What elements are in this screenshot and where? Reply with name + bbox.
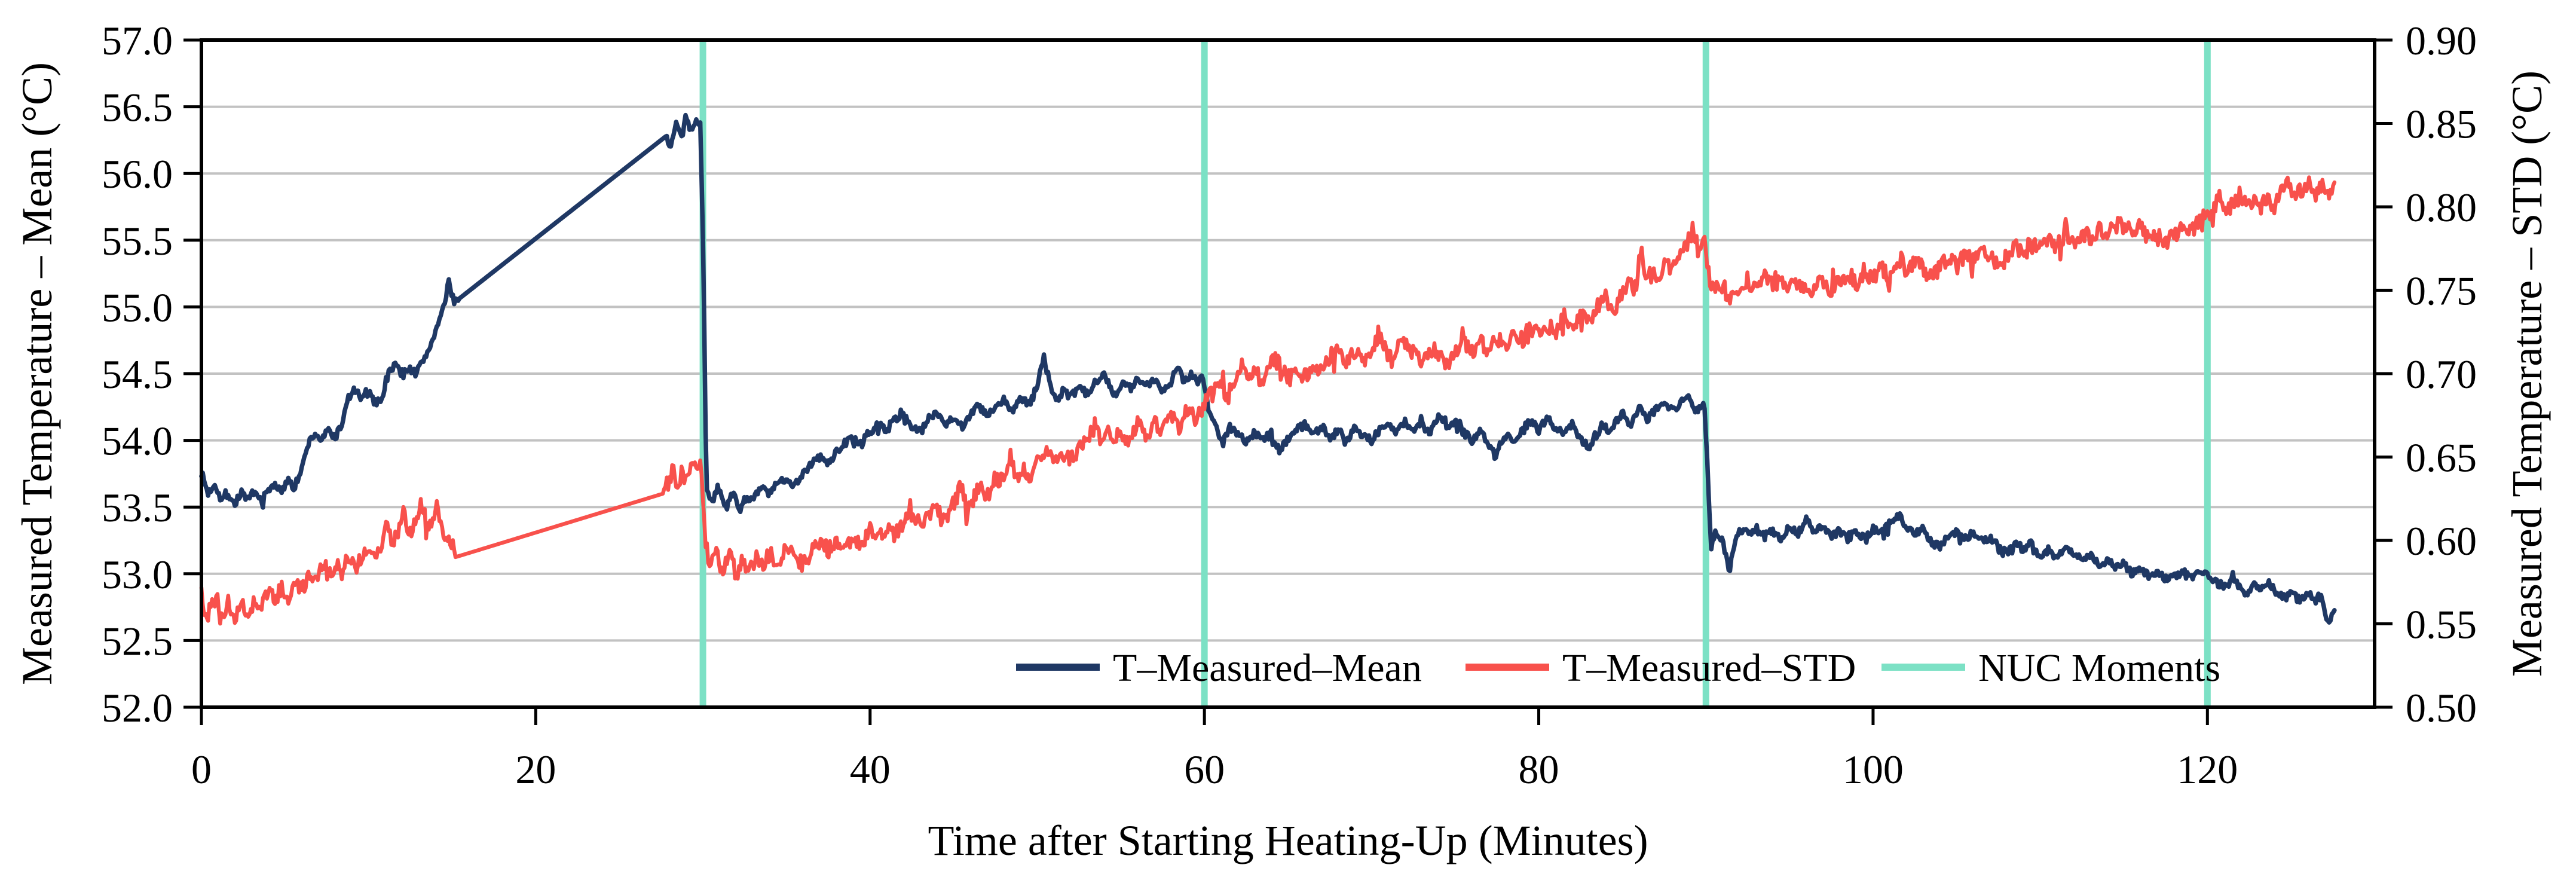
y-axis-left-tick-label: 52.5 — [102, 618, 173, 664]
legend-item-nuc: NUC Moments — [1881, 646, 2220, 690]
x-axis-tick-label: 120 — [2177, 747, 2238, 792]
y-axis-left-tick-label: 56.0 — [102, 151, 173, 197]
y-axis-left-tick-label: 56.5 — [102, 85, 173, 130]
data-series — [199, 112, 2337, 626]
y-axis-left-tick-label: 57.0 — [102, 18, 173, 63]
y-axis-left-tick-label: 53.5 — [102, 485, 173, 530]
y-axis-right-tick-label: 0.75 — [2406, 268, 2477, 314]
series-line-mean — [199, 112, 2337, 625]
y-axis-left-tick-label: 54.0 — [102, 418, 173, 464]
x-axis-tick-label: 100 — [1843, 747, 1904, 792]
y-axis-right-tick-label: 0.65 — [2406, 435, 2477, 481]
y-axis-left-tick-label: 55.0 — [102, 285, 173, 330]
y-axis-right-tick-label: 0.55 — [2406, 602, 2477, 647]
x-axis-tick-label: 20 — [515, 747, 556, 792]
y-axis-left-tick-label: 52.0 — [102, 685, 173, 731]
legend-label-mean: T–Measured–Mean — [1113, 646, 1422, 690]
y-axis-right-tick-label: 0.80 — [2406, 185, 2477, 230]
y-axis-right-tick-label: 0.85 — [2406, 102, 2477, 147]
x-axis-title: Time after Starting Heating-Up (Minutes) — [928, 817, 1648, 864]
legend: T–Measured–Mean T–Measured–STD NUC Momen… — [1016, 646, 2220, 690]
x-axis-tick-label: 80 — [1519, 747, 1559, 792]
y-axis-right-tick-label: 0.60 — [2406, 518, 2477, 564]
x-axis-tick-label: 0 — [191, 747, 212, 792]
series-line-std — [199, 175, 2337, 626]
y-axis-right-tick-label: 0.90 — [2406, 18, 2477, 63]
x-axis-tick-label: 40 — [850, 747, 891, 792]
y-axis-left-title: Measured Temperature – Mean (°C) — [13, 62, 61, 685]
legend-label-nuc: NUC Moments — [1978, 646, 2220, 690]
x-axis-tick-label: 60 — [1184, 747, 1225, 792]
y-axis-right-tick-label: 0.50 — [2406, 685, 2477, 731]
legend-item-mean: T–Measured–Mean — [1016, 646, 1422, 690]
legend-item-std: T–Measured–STD — [1466, 646, 1856, 690]
legend-label-std: T–Measured–STD — [1562, 646, 1856, 690]
y-axis-left-tick-label: 54.5 — [102, 352, 173, 397]
y-axis-right-tick-label: 0.70 — [2406, 352, 2477, 397]
y-axis-left-tick-label: 53.0 — [102, 552, 173, 597]
y-axis-right-title: Measured Temperature – STD (°C) — [2503, 71, 2551, 677]
y-axis-left-tick-label: 55.5 — [102, 218, 173, 264]
axis-ticks — [183, 38, 2393, 725]
axis-tick-labels: 57.0 56.5 56.0 55.5 55.0 54.5 54.0 53.5 53.0 52.5… — [102, 18, 2477, 792]
